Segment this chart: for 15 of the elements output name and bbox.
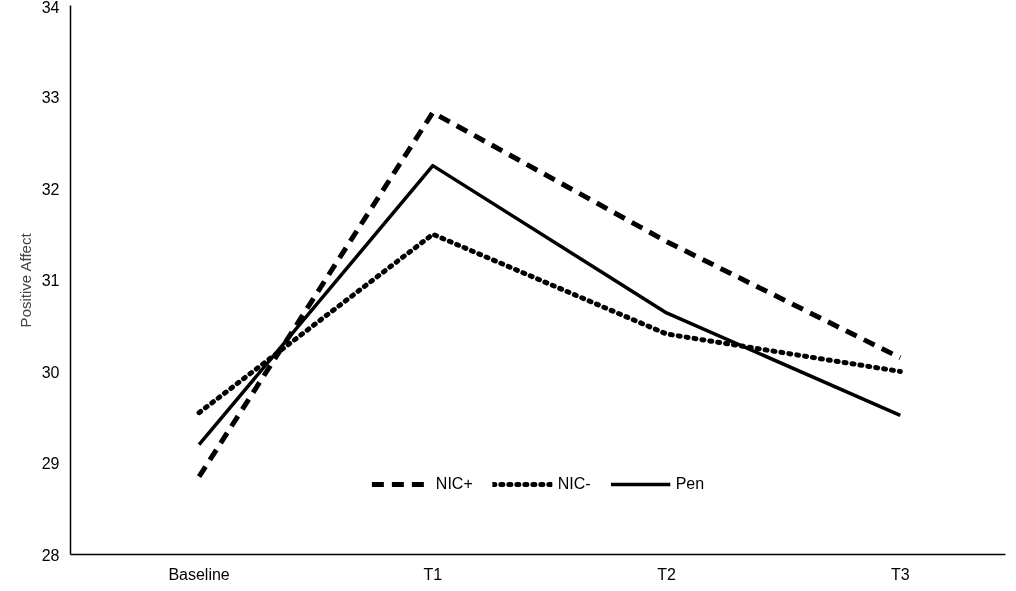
y-tick-label: 29 [41,455,60,472]
x-tick-label: T2 [657,565,676,583]
y-tick-label: 31 [41,272,60,289]
x-tick-label: T3 [890,565,910,583]
y-tick-label: 30 [41,363,60,381]
legend-label: Pen [675,475,705,493]
x-tick-label: T1 [423,565,443,583]
y-tick-label: 32 [41,180,60,198]
x-tick-label: Baseline [168,565,230,583]
y-tick-label: 33 [41,89,60,106]
y-axis-title: Positive Affect [16,232,34,328]
legend-label: NIC+ [435,475,473,493]
y-tick-label: 34 [41,0,60,16]
y-tick-label: 28 [41,546,60,564]
legend-label: NIC- [557,475,591,493]
